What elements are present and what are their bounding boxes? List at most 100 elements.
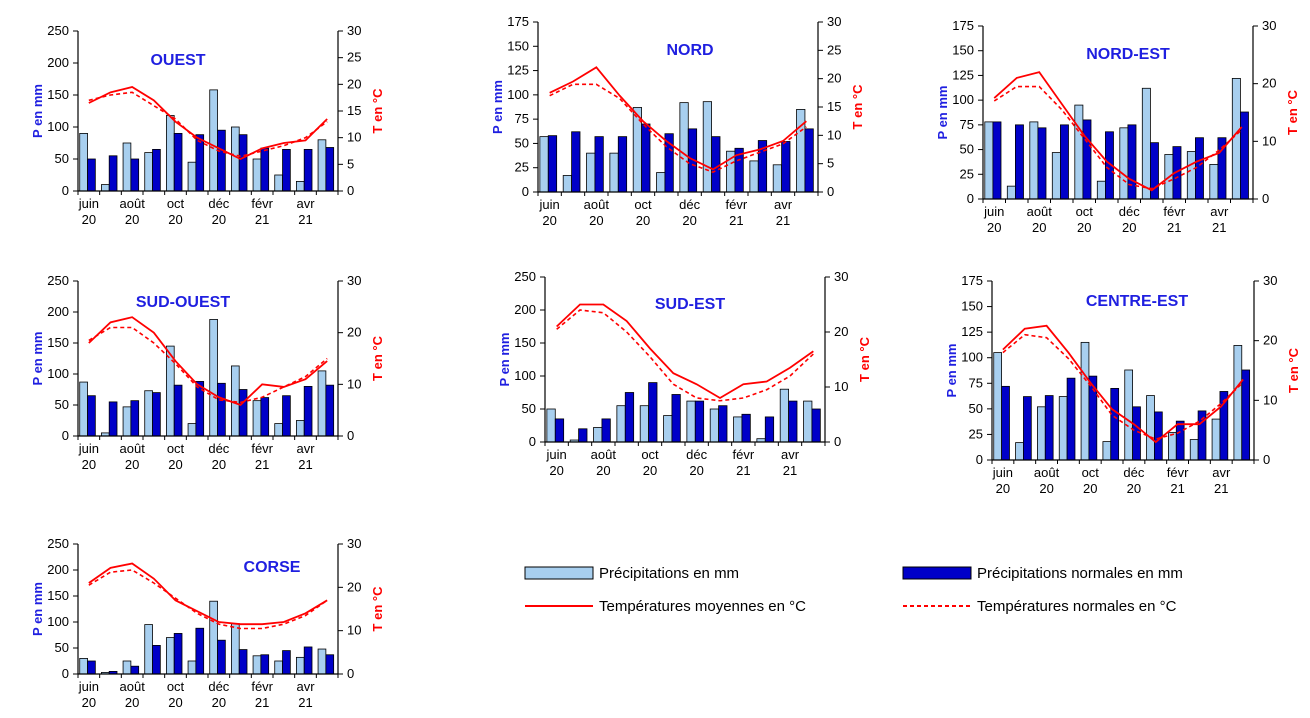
year-label: 21 [1167, 220, 1181, 235]
month-label: févr [251, 441, 273, 456]
chart-sud-est: 0501001502002500102030juin20août20oct20d… [497, 269, 872, 478]
year-label: 21 [783, 463, 797, 478]
bar-precip [1006, 185, 1016, 200]
year-label: 20 [1077, 220, 1091, 235]
bar-precip [609, 152, 619, 193]
bar-precip-normal [325, 654, 335, 675]
bar-precip-normal [282, 395, 291, 437]
tick-label-right: 30 [834, 269, 848, 284]
tick-label-left: 50 [515, 135, 529, 150]
tick-label-left: 150 [952, 43, 974, 58]
tick-label-right: 20 [347, 579, 361, 594]
bar-precip [1124, 369, 1134, 461]
month-label: juin [539, 197, 560, 212]
bar-precip-normal [1240, 111, 1249, 200]
bar-precip-normal [992, 121, 1002, 200]
chart-nord: 0255075100125150175051015202530juin20aoû… [490, 14, 865, 228]
region-title: SUD-EST [655, 296, 725, 313]
tick-label-right: 10 [347, 623, 361, 638]
bar-precip [295, 656, 305, 675]
region-title: NORD [666, 42, 713, 59]
bar-precip [144, 390, 153, 437]
tick-label-right: 10 [347, 130, 361, 145]
legend-swatch-precip-normal [902, 566, 972, 580]
tick-label-left: 75 [969, 375, 983, 390]
tick-label-right: 30 [827, 14, 841, 29]
tick-label-right: 15 [827, 99, 841, 114]
tick-label-left: 125 [961, 324, 983, 339]
bar-precip-normal [1132, 406, 1141, 461]
tick-label-left: 75 [960, 117, 974, 132]
bar-precip-normal [781, 141, 791, 193]
month-label: août [591, 447, 617, 462]
bar-precip-normal [1023, 396, 1032, 461]
month-label: juin [992, 465, 1013, 480]
tick-label-right: 5 [827, 156, 834, 171]
year-label: 20 [125, 695, 139, 710]
bar-precip-normal [173, 633, 183, 675]
tick-label-left: 100 [952, 92, 974, 107]
legend-label-precip: Précipitations en mm [599, 565, 739, 582]
tick-label-left: 125 [507, 63, 529, 78]
year-label: 21 [298, 212, 312, 227]
bar-precip-normal [1060, 124, 1069, 200]
year-label: 21 [255, 695, 269, 710]
month-label: avr [1212, 465, 1231, 480]
chart-nord-est: 02550751001251501750102030juin20août20oc… [935, 18, 1300, 235]
month-label: févr [732, 447, 754, 462]
bar-precip-normal [173, 384, 183, 437]
tick-label-left: 0 [522, 184, 529, 199]
month-label: févr [251, 679, 273, 694]
month-label: avr [774, 197, 793, 212]
tick-label-left: 50 [969, 401, 983, 416]
bar-precip-normal [1015, 124, 1024, 200]
chart-corse: 0501001502002500102030juin20août20oct20d… [30, 536, 385, 710]
bar-precip [1189, 439, 1199, 461]
line-temp-normal [549, 83, 807, 174]
bar-precip [702, 101, 713, 193]
bar-precip [317, 648, 327, 675]
tick-label-left: 100 [47, 119, 69, 134]
line-temp [549, 66, 807, 171]
region-title: NORD-EST [1086, 46, 1170, 63]
bar-precip-normal [547, 135, 558, 193]
bar-precip [1209, 163, 1219, 200]
bar-precip [984, 121, 994, 200]
year-label: 20 [168, 212, 182, 227]
year-label: 20 [1032, 220, 1046, 235]
bar-precip-normal [617, 136, 628, 193]
bar-precip [803, 400, 813, 443]
line-temp [88, 86, 328, 161]
year-label: 20 [689, 463, 703, 478]
line-temp [993, 71, 1243, 192]
bar-precip [1080, 341, 1090, 461]
tick-label-right: 10 [347, 376, 361, 391]
tick-label-left: 150 [507, 38, 529, 53]
tick-label-left: 0 [62, 183, 69, 198]
year-label: 21 [776, 213, 790, 228]
bar-precip [616, 405, 626, 443]
line-temp-normal [88, 326, 328, 404]
year-label: 20 [987, 220, 1001, 235]
tick-label-right: 30 [347, 536, 361, 551]
month-label: déc [208, 679, 229, 694]
year-label: 21 [255, 457, 269, 472]
year-label: 21 [1214, 481, 1228, 496]
axis-title-left: P en mm [30, 84, 45, 138]
bar-precip [209, 600, 218, 675]
month-label: déc [208, 196, 229, 211]
tick-label-right: 30 [347, 273, 361, 288]
bar-precip [1146, 395, 1155, 461]
tick-label-left: 50 [960, 142, 974, 157]
bar-precip-normal [260, 654, 270, 675]
tick-label-right: 10 [827, 127, 841, 142]
bar-precip-normal [303, 385, 313, 437]
month-label: oct [634, 197, 652, 212]
year-label: 20 [636, 213, 650, 228]
tick-label-left: 125 [952, 67, 974, 82]
bar-precip [274, 660, 283, 675]
bar-precip [539, 136, 549, 193]
bar-precip-normal [764, 416, 775, 443]
bar-precip-normal [108, 155, 118, 192]
year-label: 20 [596, 463, 610, 478]
